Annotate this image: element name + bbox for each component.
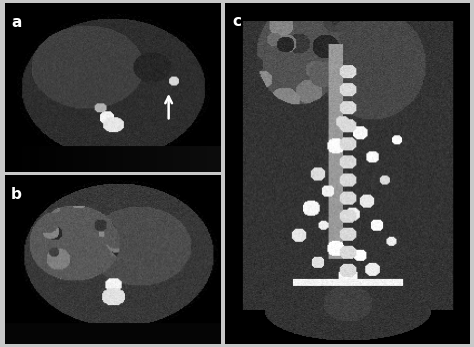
Text: a: a <box>11 15 22 30</box>
Text: b: b <box>11 187 22 202</box>
Text: c: c <box>232 14 241 29</box>
